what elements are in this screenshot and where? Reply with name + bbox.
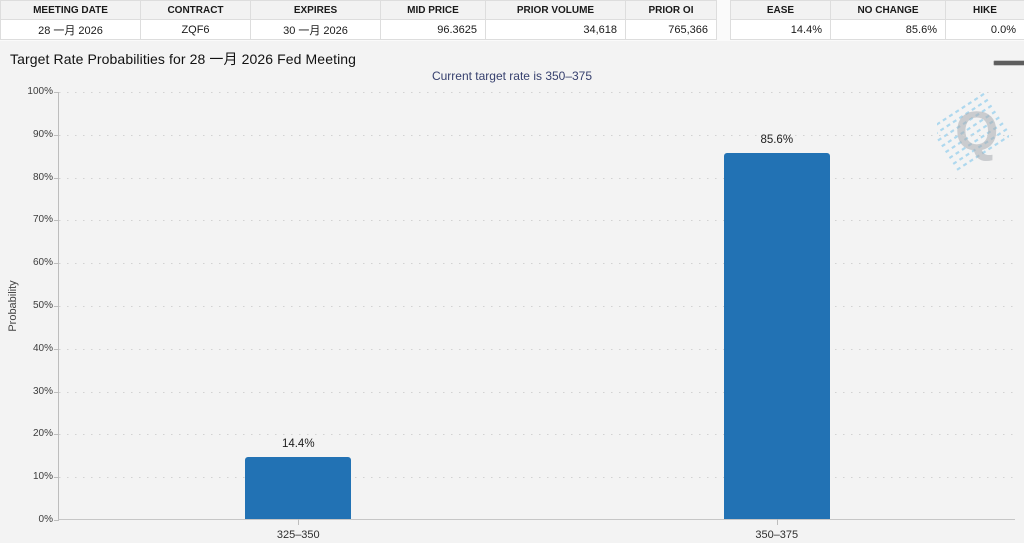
y-tick-label: 20% xyxy=(32,428,53,440)
y-tick-mark xyxy=(54,348,59,350)
contract-summary-table: MEETING DATE CONTRACT EXPIRES MID PRICE PRIO… xyxy=(0,0,717,40)
gridline xyxy=(59,220,1015,222)
column-header: MEETING DATE xyxy=(0,0,141,20)
column-header: HIKE xyxy=(945,0,1024,20)
summary-tables-strip: MEETING DATE CONTRACT EXPIRES MID PRICE PRIO… xyxy=(0,0,1024,41)
table-cell: 765,366 xyxy=(625,19,717,40)
y-tick-label: 90% xyxy=(32,128,53,140)
gridline xyxy=(59,177,1015,179)
y-tick-mark xyxy=(54,520,59,521)
chart-menu-icon[interactable] xyxy=(994,51,1024,67)
y-tick-label: 0% xyxy=(38,514,53,525)
y-tick-mark xyxy=(54,306,59,307)
gridline xyxy=(59,306,1015,307)
gridline xyxy=(59,92,1015,93)
y-tick-label: 60% xyxy=(32,257,53,269)
y-tick-label: 10% xyxy=(32,471,53,483)
x-tick-mark xyxy=(776,519,778,525)
probability-bar-chart: Probability Q 0% 10% 20% 30% 40% 50% 60% 70% 80%… xyxy=(7,86,1015,541)
column-header: PRIOR OI xyxy=(625,0,717,20)
y-tick-mark xyxy=(54,177,59,179)
probability-bar[interactable] xyxy=(723,152,830,519)
y-tick-mark xyxy=(54,434,59,436)
y-tick-mark xyxy=(54,477,59,479)
x-category-label: 350–375 xyxy=(755,529,799,541)
gridline xyxy=(59,434,1015,436)
rate-move-probability-table: EASE NO CHANGE HIKE 14.4% 85.6% 0.0% xyxy=(730,0,1024,40)
x-tick-mark xyxy=(298,519,300,525)
y-tick-label: 30% xyxy=(32,385,53,397)
hamburger-bar xyxy=(994,61,1024,65)
gridline xyxy=(59,391,1015,393)
column-header: EASE xyxy=(730,0,831,20)
column-header: CONTRACT xyxy=(140,0,251,20)
column-header: NO CHANGE xyxy=(830,0,946,20)
table-cell: 28 一月 2026 xyxy=(0,19,141,40)
y-tick-label: 50% xyxy=(32,300,53,311)
y-tick-mark xyxy=(54,263,59,265)
watermark-stripes xyxy=(937,92,1009,171)
table-cell: 0.0% xyxy=(945,19,1024,40)
y-tick-mark xyxy=(54,92,59,93)
chart-title: Target Rate Probabilities for 28 一月 2026… xyxy=(10,51,357,67)
quikstrike-watermark-icon: Q xyxy=(937,90,1009,174)
bar-value-label: 85.6% xyxy=(760,133,794,146)
y-tick-mark xyxy=(54,391,59,393)
bar-value-label: 14.4% xyxy=(281,438,315,451)
y-tick-mark xyxy=(54,220,59,222)
y-tick-label: 100% xyxy=(27,86,53,97)
chart-subtitle: Current target rate is 350–375 xyxy=(431,69,593,83)
table-cell: 34,618 xyxy=(485,19,626,40)
y-tick-mark xyxy=(54,134,59,136)
watermark-q-letter: Q xyxy=(955,99,999,162)
column-header: PRIOR VOLUME xyxy=(485,0,626,20)
probability-bar[interactable] xyxy=(245,457,352,519)
y-tick-label: 80% xyxy=(32,171,53,183)
gridline xyxy=(59,263,1015,265)
gridline xyxy=(59,477,1015,479)
y-tick-label: 40% xyxy=(32,342,53,354)
table-cell: 30 一月 2026 xyxy=(250,19,381,40)
table-cell: 85.6% xyxy=(830,19,946,40)
column-header: EXPIRES xyxy=(250,0,381,20)
x-category-label: 325–350 xyxy=(276,529,320,541)
column-header: MID PRICE xyxy=(380,0,486,20)
table-cell: 14.4% xyxy=(730,19,831,40)
table-cell: ZQF6 xyxy=(140,19,251,40)
table-cell: 96.3625 xyxy=(380,19,486,40)
gridline xyxy=(59,134,1015,136)
y-tick-label: 70% xyxy=(32,214,53,226)
gridline xyxy=(59,348,1015,350)
